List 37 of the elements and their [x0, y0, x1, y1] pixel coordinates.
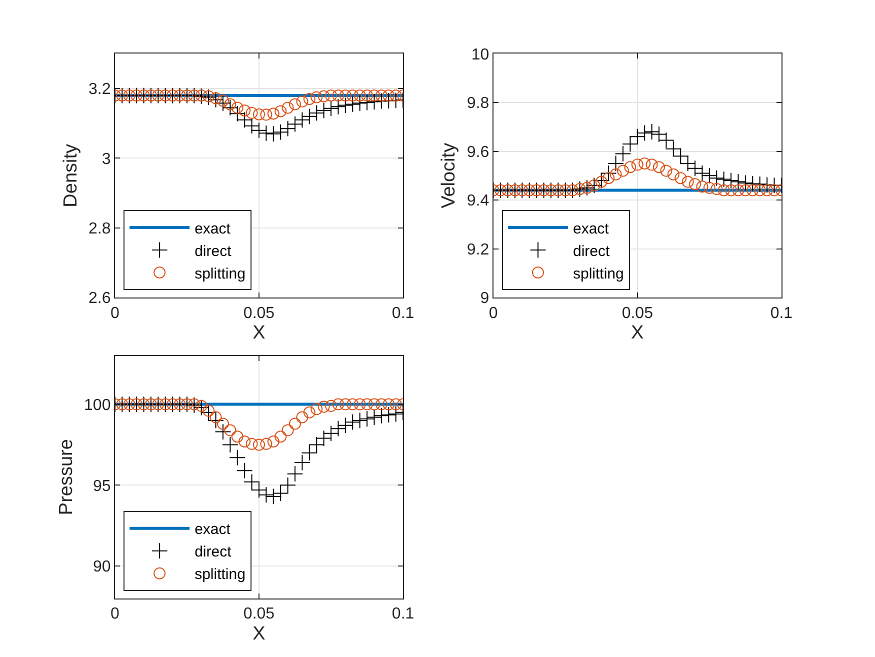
y-tick-label: 100	[84, 396, 111, 414]
x-axis-title: X	[252, 322, 266, 344]
y-tick-label: 2.8	[88, 220, 111, 238]
y-tick-label: 9.2	[466, 241, 490, 258]
y-tick-label: 90	[92, 558, 111, 576]
x-tick-label: 0	[110, 606, 120, 623]
y-tick-label: 3.2	[88, 81, 111, 98]
legend-label: direct	[572, 242, 610, 260]
x-axis-title: X	[252, 623, 266, 644]
legend-label: exact	[194, 521, 232, 538]
legend-label: splitting	[572, 265, 624, 282]
legend-label: splitting	[194, 566, 246, 584]
y-tick-label: 9	[480, 290, 490, 308]
x-tick-label: 0.1	[770, 304, 793, 322]
y-tick-label: 9.4	[466, 192, 490, 210]
x-tick-label: 0	[488, 304, 498, 322]
y-axis-title: Velocity	[438, 142, 460, 208]
y-tick-label: 3	[102, 150, 111, 168]
x-tick-label: 0.05	[622, 304, 654, 322]
legend-label: exact	[572, 220, 610, 238]
y-tick-label: 9.8	[466, 95, 490, 112]
x-tick-label: 0	[110, 304, 120, 322]
y-tick-label: 9.6	[466, 144, 490, 161]
y-tick-label: 95	[92, 478, 111, 495]
x-axis-title: X	[631, 322, 644, 344]
y-axis-title: Pressure	[56, 439, 77, 516]
x-tick-label: 0.05	[243, 606, 275, 623]
legend-label: direct	[194, 544, 232, 561]
x-tick-label: 0.1	[392, 304, 414, 322]
legend-label: exact	[194, 220, 232, 238]
x-tick-label: 0.1	[392, 606, 414, 623]
legend-label: splitting	[194, 265, 246, 282]
y-tick-label: 2.6	[88, 290, 111, 308]
y-axis-title: Density	[60, 143, 82, 208]
legend-label: direct	[194, 242, 232, 260]
x-tick-label: 0.05	[243, 304, 275, 322]
y-tick-label: 10	[471, 46, 490, 64]
